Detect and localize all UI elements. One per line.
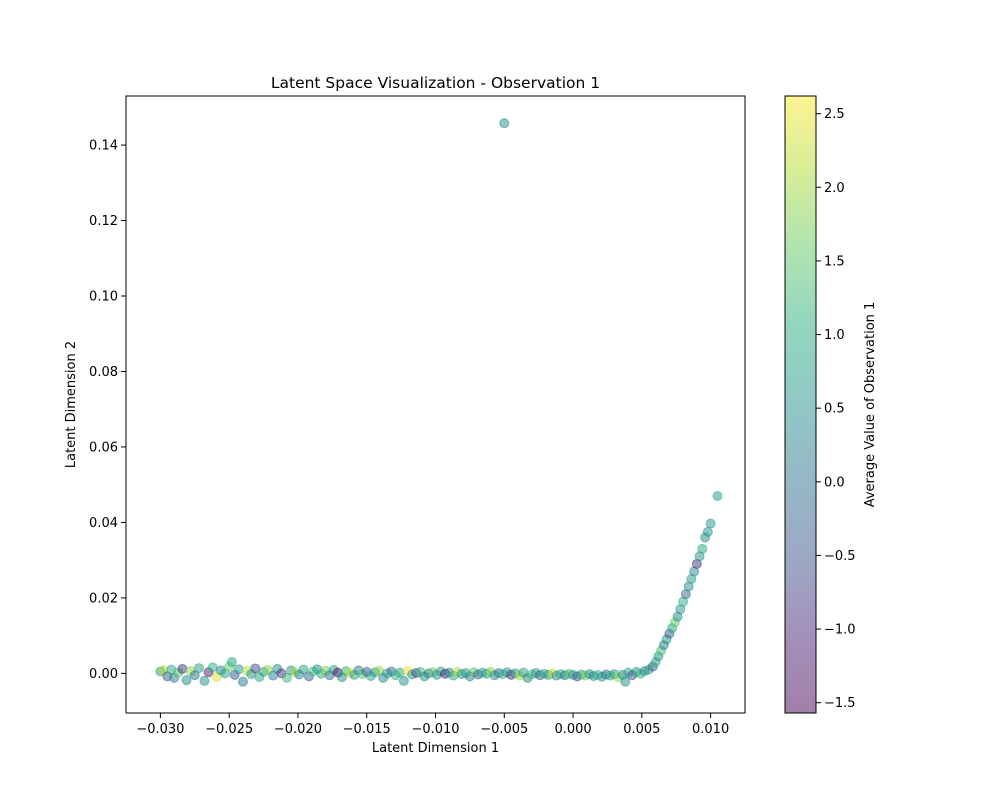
- data-point: [250, 663, 261, 674]
- colorbar-label: Average Value of Observation 1: [863, 302, 878, 508]
- data-point: [298, 664, 309, 675]
- x-axis-label: Latent Dimension 1: [372, 741, 499, 756]
- colorbar-ticks: −1.5 −1.0 −0.5 0.0 0.5 1.0 1.5 2.0 2.5: [816, 107, 856, 711]
- y-tick-label: 0.14: [89, 139, 118, 154]
- data-point: [712, 491, 723, 502]
- data-point: [193, 663, 204, 674]
- y-axis-label: Latent Dimension 2: [64, 341, 79, 468]
- colorbar-tick-label: 0.5: [824, 402, 845, 417]
- data-point: [398, 675, 409, 686]
- y-axis: 0.00 0.02 0.04 0.06 0.08 0.10 0.12 0.14: [89, 139, 126, 682]
- data-point: [226, 657, 237, 668]
- colorbar-tick-label: −1.5: [824, 696, 856, 711]
- data-point: [394, 667, 405, 678]
- points-layer: [155, 118, 723, 687]
- colorbar-tick-label: 1.5: [824, 254, 845, 269]
- x-tick-label: −0.010: [411, 722, 459, 737]
- chart-title: Latent Space Visualization - Observation…: [271, 74, 600, 92]
- data-point: [233, 664, 244, 675]
- colorbar-tick-label: −1.0: [824, 623, 856, 638]
- data-point: [705, 518, 716, 529]
- data-point: [199, 675, 210, 686]
- colorbar-tick-label: −0.5: [824, 549, 856, 564]
- x-tick-label: 0.010: [692, 722, 729, 737]
- x-tick-label: −0.015: [343, 722, 391, 737]
- x-tick-label: 0.000: [554, 722, 591, 737]
- colorbar-tick-label: 2.5: [824, 107, 845, 122]
- data-point: [499, 118, 510, 129]
- x-tick-label: 0.005: [623, 722, 660, 737]
- colorbar-tick-label: 1.0: [824, 328, 845, 343]
- colorbar-tick-label: 0.0: [824, 475, 845, 490]
- data-point: [620, 676, 631, 687]
- y-tick-label: 0.06: [89, 440, 118, 455]
- colorbar-frame: [784, 95, 817, 714]
- y-tick-label: 0.08: [89, 365, 118, 380]
- x-tick-label: −0.030: [136, 722, 184, 737]
- y-tick-label: 0.12: [89, 214, 118, 229]
- data-point: [702, 526, 713, 537]
- data-point: [181, 675, 192, 686]
- y-tick-label: 0.10: [89, 290, 118, 305]
- data-point: [237, 676, 248, 687]
- x-tick-label: −0.025: [205, 722, 253, 737]
- colorbar: −1.5 −1.0 −0.5 0.0 0.5 1.0 1.5 2.0 2.5 Average V…: [784, 95, 878, 714]
- y-tick-label: 0.02: [89, 591, 118, 606]
- y-tick-label: 0.04: [89, 516, 118, 531]
- plot-frame: [125, 95, 746, 714]
- data-point: [177, 663, 188, 674]
- data-point: [281, 672, 292, 683]
- colorbar-gradient: [785, 96, 816, 713]
- y-tick-label: 0.00: [89, 667, 118, 682]
- data-point: [207, 662, 218, 673]
- x-tick-label: −0.005: [480, 722, 528, 737]
- x-tick-label: −0.020: [274, 722, 322, 737]
- colorbar-tick-label: 2.0: [824, 181, 845, 196]
- x-axis: −0.030 −0.025 −0.020 −0.015 −0.010 −0.005 0.00…: [136, 713, 729, 737]
- data-point: [697, 543, 708, 554]
